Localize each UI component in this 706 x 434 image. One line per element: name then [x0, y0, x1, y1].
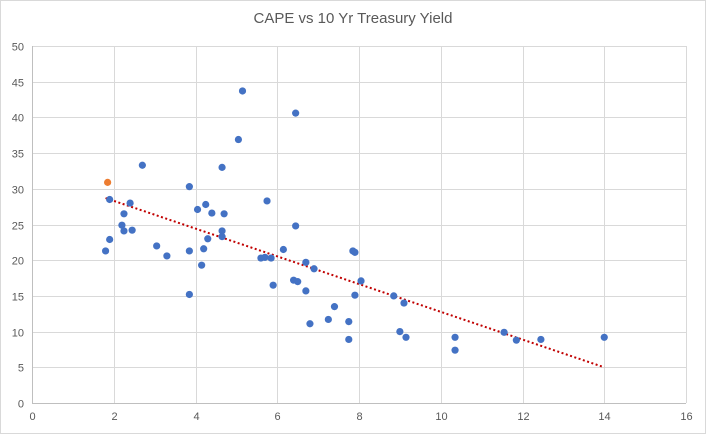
- data-point-historical: [267, 254, 275, 262]
- data-points: [101, 87, 608, 354]
- x-tick-label: 10: [435, 411, 447, 423]
- y-tick-label: 15: [12, 292, 24, 304]
- y-tick-label: 35: [12, 149, 24, 161]
- data-point-historical: [200, 245, 208, 253]
- data-point-historical: [396, 328, 404, 336]
- data-point-historical: [220, 210, 228, 218]
- data-point-historical: [269, 281, 277, 289]
- data-point-historical: [234, 135, 243, 144]
- data-point-historical: [292, 109, 300, 117]
- y-tick-label: 45: [12, 78, 24, 90]
- data-point-historical: [600, 333, 608, 341]
- trendline: [105, 197, 605, 369]
- data-point-historical: [402, 333, 410, 341]
- x-tick-label: 16: [680, 411, 692, 423]
- data-point-historical: [202, 200, 210, 209]
- y-tick-label: 50: [12, 42, 24, 54]
- y-tick-label: 20: [12, 256, 24, 268]
- data-point-historical: [451, 346, 459, 354]
- data-point-historical: [294, 278, 302, 286]
- data-point-historical: [400, 299, 408, 307]
- data-point-historical: [218, 227, 226, 235]
- chart-title: CAPE vs 10 Yr Treasury Yield: [253, 10, 453, 27]
- data-point-historical: [302, 258, 310, 266]
- data-point-historical: [512, 336, 520, 344]
- data-point-historical: [390, 292, 398, 300]
- data-point-historical: [153, 242, 161, 250]
- data-point-historical: [451, 333, 459, 341]
- trendline-layer: [105, 197, 605, 369]
- data-point-current: [104, 178, 112, 186]
- data-point-historical: [198, 261, 206, 269]
- data-point-historical: [106, 235, 114, 244]
- x-tick-label: 12: [517, 411, 529, 423]
- data-point-historical: [357, 277, 365, 285]
- y-tick-label: 5: [18, 363, 24, 375]
- y-tick-label: 0: [18, 399, 24, 411]
- data-point-historical: [204, 235, 212, 243]
- data-point-historical: [138, 161, 146, 169]
- x-tick-label: 6: [274, 411, 280, 423]
- data-point-historical: [218, 233, 226, 241]
- data-point-historical: [306, 320, 314, 328]
- axes: [32, 46, 686, 404]
- data-point-historical: [292, 222, 300, 230]
- data-point-historical: [330, 303, 339, 311]
- data-point-historical: [185, 183, 193, 191]
- data-point-historical: [126, 199, 134, 207]
- data-point-historical: [261, 253, 269, 261]
- y-tick-label: 10: [12, 328, 24, 340]
- data-point-historical: [351, 291, 359, 299]
- data-point-historical: [106, 195, 114, 204]
- y-tick-label: 30: [12, 185, 24, 197]
- data-point-historical: [128, 226, 136, 234]
- data-point-historical: [185, 290, 193, 299]
- x-tick-label: 4: [193, 411, 199, 423]
- gridlines: [32, 46, 687, 404]
- x-tick-label: 14: [598, 411, 610, 423]
- x-tick-label: 2: [111, 411, 117, 423]
- data-point-historical: [238, 87, 247, 95]
- data-point-historical: [218, 163, 226, 171]
- data-point-historical: [537, 335, 545, 344]
- x-tick-label: 8: [356, 411, 362, 423]
- tick-labels: 0 5 10 15 20 25 30 35 40 45 50 0 2 4 6 8 10 12 14 16: [12, 42, 693, 424]
- data-point-historical: [345, 335, 353, 344]
- data-point-historical: [208, 209, 216, 217]
- data-point-historical: [193, 205, 202, 214]
- data-point-historical: [279, 245, 287, 254]
- data-point-historical: [263, 197, 271, 205]
- data-point-historical: [120, 210, 128, 218]
- data-point-historical: [310, 265, 318, 273]
- data-point-historical: [101, 247, 110, 255]
- data-point-historical: [120, 227, 128, 235]
- data-point-historical: [185, 247, 193, 255]
- data-point-historical: [500, 328, 508, 336]
- y-tick-label: 40: [12, 113, 24, 125]
- y-tick-label: 25: [12, 221, 24, 233]
- data-point-historical: [163, 252, 171, 260]
- data-point-historical: [324, 315, 332, 324]
- data-point-historical: [351, 248, 359, 256]
- x-tick-label: 0: [29, 411, 35, 423]
- data-point-historical: [118, 221, 126, 229]
- data-point-historical: [302, 287, 310, 295]
- data-point-historical: [345, 318, 353, 326]
